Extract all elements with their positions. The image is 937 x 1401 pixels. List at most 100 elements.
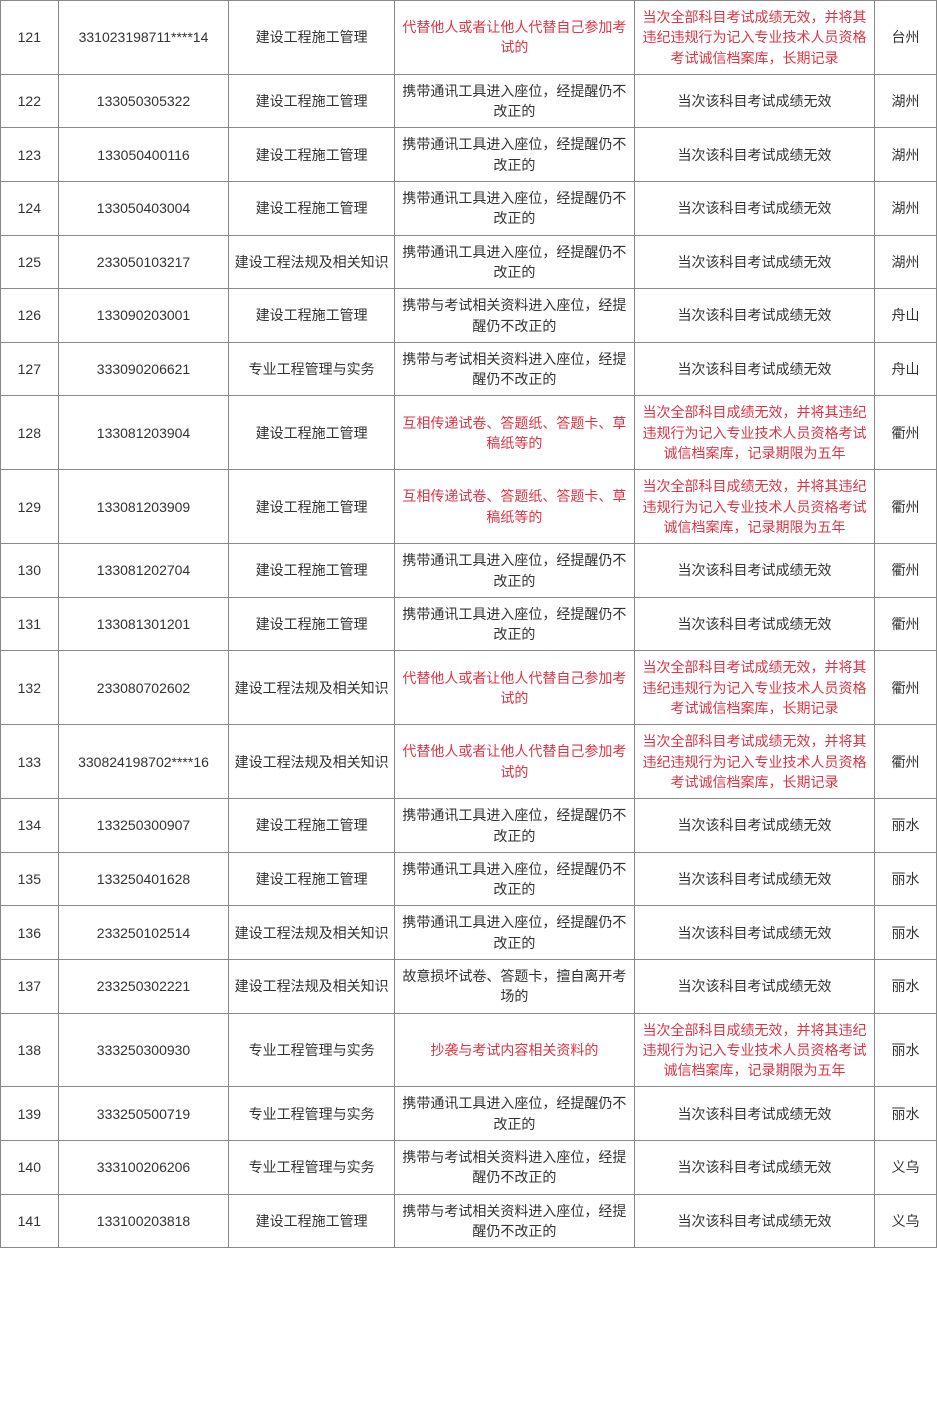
violation-records-table: 121331023198711****14建设工程施工管理代替他人或者让他人代替…	[0, 0, 937, 1248]
candidate-id: 133250300907	[58, 799, 229, 853]
candidate-id: 133081203909	[58, 470, 229, 544]
penalty-description: 当次该科目考试成绩无效	[634, 1141, 874, 1195]
location: 丽水	[875, 799, 937, 853]
location: 舟山	[875, 289, 937, 343]
candidate-id: 331023198711****14	[58, 1, 229, 75]
location: 湖州	[875, 235, 937, 289]
penalty-description: 当次该科目考试成绩无效	[634, 852, 874, 906]
row-index: 139	[1, 1087, 59, 1141]
row-index: 131	[1, 597, 59, 651]
candidate-id: 133050305322	[58, 74, 229, 128]
candidate-id: 330824198702****16	[58, 725, 229, 799]
penalty-description: 当次该科目考试成绩无效	[634, 289, 874, 343]
table-row: 130133081202704建设工程施工管理携带通讯工具进入座位，经提醒仍不改…	[1, 544, 937, 598]
violation-description: 携带通讯工具进入座位，经提醒仍不改正的	[394, 799, 634, 853]
subject: 建设工程施工管理	[229, 128, 394, 182]
candidate-id: 133250401628	[58, 852, 229, 906]
candidate-id: 233250102514	[58, 906, 229, 960]
subject: 建设工程施工管理	[229, 799, 394, 853]
violation-description: 携带通讯工具进入座位，经提醒仍不改正的	[394, 852, 634, 906]
penalty-description: 当次该科目考试成绩无效	[634, 799, 874, 853]
table-row: 138333250300930专业工程管理与实务抄袭与考试内容相关资料的当次全部…	[1, 1013, 937, 1087]
violation-description: 携带与考试相关资料进入座位，经提醒仍不改正的	[394, 342, 634, 396]
location: 义乌	[875, 1194, 937, 1248]
penalty-description: 当次该科目考试成绩无效	[634, 959, 874, 1013]
location: 丽水	[875, 959, 937, 1013]
row-index: 127	[1, 342, 59, 396]
violation-description: 互相传递试卷、答题纸、答题卡、草稿纸等的	[394, 396, 634, 470]
violation-description: 携带通讯工具进入座位，经提醒仍不改正的	[394, 74, 634, 128]
subject: 建设工程法规及相关知识	[229, 725, 394, 799]
candidate-id: 133100203818	[58, 1194, 229, 1248]
location: 衢州	[875, 544, 937, 598]
row-index: 134	[1, 799, 59, 853]
violation-description: 携带与考试相关资料进入座位，经提醒仍不改正的	[394, 1194, 634, 1248]
penalty-description: 当次该科目考试成绩无效	[634, 544, 874, 598]
subject: 建设工程施工管理	[229, 544, 394, 598]
table-row: 125233050103217建设工程法规及相关知识携带通讯工具进入座位，经提醒…	[1, 235, 937, 289]
table-row: 121331023198711****14建设工程施工管理代替他人或者让他人代替…	[1, 1, 937, 75]
violation-description: 携带通讯工具进入座位，经提醒仍不改正的	[394, 182, 634, 236]
candidate-id: 233080702602	[58, 651, 229, 725]
penalty-description: 当次该科目考试成绩无效	[634, 235, 874, 289]
candidate-id: 333250300930	[58, 1013, 229, 1087]
row-index: 128	[1, 396, 59, 470]
table-row: 129133081203909建设工程施工管理互相传递试卷、答题纸、答题卡、草稿…	[1, 470, 937, 544]
penalty-description: 当次全部科目成绩无效，并将其违纪违规行为记入专业技术人员资格考试诚信档案库，记录…	[634, 1013, 874, 1087]
subject: 专业工程管理与实务	[229, 1013, 394, 1087]
location: 湖州	[875, 182, 937, 236]
subject: 建设工程法规及相关知识	[229, 235, 394, 289]
subject: 建设工程施工管理	[229, 1, 394, 75]
row-index: 126	[1, 289, 59, 343]
penalty-description: 当次该科目考试成绩无效	[634, 906, 874, 960]
location: 舟山	[875, 342, 937, 396]
penalty-description: 当次全部科目考试成绩无效，并将其违纪违规行为记入专业技术人员资格考试诚信档案库，…	[634, 1, 874, 75]
row-index: 136	[1, 906, 59, 960]
subject: 建设工程施工管理	[229, 852, 394, 906]
table-row: 128133081203904建设工程施工管理互相传递试卷、答题纸、答题卡、草稿…	[1, 396, 937, 470]
subject: 建设工程施工管理	[229, 1194, 394, 1248]
subject: 专业工程管理与实务	[229, 342, 394, 396]
table-row: 135133250401628建设工程施工管理携带通讯工具进入座位，经提醒仍不改…	[1, 852, 937, 906]
penalty-description: 当次全部科目成绩无效，并将其违纪违规行为记入专业技术人员资格考试诚信档案库，记录…	[634, 470, 874, 544]
subject: 建设工程施工管理	[229, 74, 394, 128]
subject: 建设工程法规及相关知识	[229, 959, 394, 1013]
table-row: 136233250102514建设工程法规及相关知识携带通讯工具进入座位，经提醒…	[1, 906, 937, 960]
penalty-description: 当次该科目考试成绩无效	[634, 182, 874, 236]
violation-description: 携带通讯工具进入座位，经提醒仍不改正的	[394, 235, 634, 289]
location: 衢州	[875, 725, 937, 799]
subject: 建设工程法规及相关知识	[229, 906, 394, 960]
candidate-id: 133050403004	[58, 182, 229, 236]
row-index: 135	[1, 852, 59, 906]
location: 湖州	[875, 74, 937, 128]
violation-description: 故意损坏试卷、答题卡，擅自离开考场的	[394, 959, 634, 1013]
violation-description: 代替他人或者让他人代替自己参加考试的	[394, 725, 634, 799]
penalty-description: 当次全部科目成绩无效，并将其违纪违规行为记入专业技术人员资格考试诚信档案库，记录…	[634, 396, 874, 470]
candidate-id: 133090203001	[58, 289, 229, 343]
candidate-id: 133081301201	[58, 597, 229, 651]
row-index: 141	[1, 1194, 59, 1248]
subject: 建设工程法规及相关知识	[229, 651, 394, 725]
subject: 建设工程施工管理	[229, 470, 394, 544]
location: 衢州	[875, 651, 937, 725]
location: 湖州	[875, 128, 937, 182]
row-index: 121	[1, 1, 59, 75]
subject: 建设工程施工管理	[229, 289, 394, 343]
subject: 建设工程施工管理	[229, 597, 394, 651]
location: 义乌	[875, 1141, 937, 1195]
violation-description: 携带与考试相关资料进入座位，经提醒仍不改正的	[394, 289, 634, 343]
candidate-id: 233250302221	[58, 959, 229, 1013]
subject: 建设工程施工管理	[229, 396, 394, 470]
penalty-description: 当次全部科目考试成绩无效，并将其违纪违规行为记入专业技术人员资格考试诚信档案库，…	[634, 725, 874, 799]
candidate-id: 333090206621	[58, 342, 229, 396]
location: 丽水	[875, 906, 937, 960]
table-row: 124133050403004建设工程施工管理携带通讯工具进入座位，经提醒仍不改…	[1, 182, 937, 236]
violation-description: 携带与考试相关资料进入座位，经提醒仍不改正的	[394, 1141, 634, 1195]
penalty-description: 当次该科目考试成绩无效	[634, 128, 874, 182]
table-row: 137233250302221建设工程法规及相关知识故意损坏试卷、答题卡，擅自离…	[1, 959, 937, 1013]
table-row: 122133050305322建设工程施工管理携带通讯工具进入座位，经提醒仍不改…	[1, 74, 937, 128]
candidate-id: 333100206206	[58, 1141, 229, 1195]
candidate-id: 133081202704	[58, 544, 229, 598]
table-row: 126133090203001建设工程施工管理携带与考试相关资料进入座位，经提醒…	[1, 289, 937, 343]
location: 衢州	[875, 597, 937, 651]
